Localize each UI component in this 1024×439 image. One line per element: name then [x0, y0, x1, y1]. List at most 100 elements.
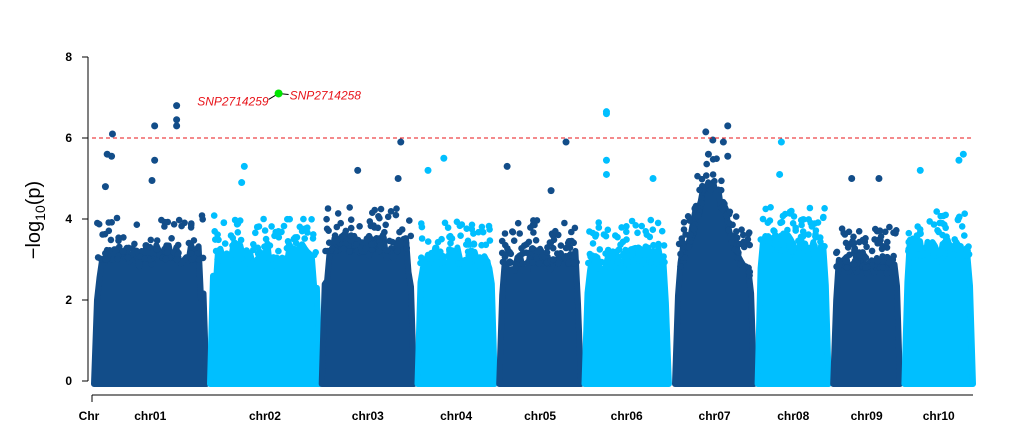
- data-point: [725, 226, 732, 234]
- data-point: [778, 247, 785, 254]
- data-point: [236, 217, 244, 224]
- top-data-point: [397, 138, 405, 146]
- data-point: [356, 223, 363, 230]
- data-point: [227, 232, 235, 239]
- top-data-point: [173, 102, 181, 110]
- data-point: [726, 219, 733, 227]
- data-point: [174, 251, 181, 258]
- data-point: [288, 254, 295, 261]
- data-point: [237, 236, 245, 244]
- data-point: [215, 236, 222, 244]
- data-point: [786, 208, 794, 216]
- data-point: [424, 238, 432, 245]
- data-point: [734, 254, 741, 261]
- data-point: [231, 239, 238, 246]
- data-point: [798, 221, 805, 229]
- data-point: [347, 224, 355, 232]
- data-point: [711, 177, 718, 185]
- data-point: [600, 231, 608, 238]
- data-point: [686, 231, 694, 239]
- data-point: [879, 243, 887, 250]
- data-point: [393, 205, 400, 212]
- data-point: [765, 239, 773, 246]
- data-point: [647, 216, 655, 224]
- data-point: [941, 250, 949, 257]
- data-point: [619, 238, 627, 246]
- data-point: [419, 259, 427, 267]
- data-point: [592, 233, 599, 240]
- data-point: [509, 228, 517, 236]
- data-point: [384, 213, 392, 221]
- chromosome-label: chr04: [440, 409, 472, 423]
- data-point: [557, 242, 565, 249]
- data-point: [840, 229, 847, 237]
- data-point: [856, 252, 863, 259]
- data-point: [863, 243, 870, 251]
- data-point: [233, 256, 240, 263]
- data-point: [501, 230, 509, 237]
- data-point: [833, 263, 840, 270]
- chromosome-label: chr02: [249, 409, 281, 423]
- dense-point-cloud: [496, 245, 584, 387]
- data-point: [805, 231, 812, 238]
- data-point: [190, 237, 198, 244]
- chromosome-chr10: [901, 208, 976, 387]
- chromosome-chr09: [830, 223, 903, 387]
- data-point: [833, 248, 841, 256]
- snp-label: SNP2714259: [197, 94, 269, 108]
- data-point: [650, 241, 657, 249]
- top-data-point: [173, 122, 181, 130]
- data-point: [767, 204, 774, 211]
- data-point: [571, 224, 579, 232]
- data-point: [402, 235, 409, 242]
- top-data-point: [649, 175, 657, 182]
- y-tick-label: 6: [65, 131, 72, 145]
- data-point: [220, 219, 228, 226]
- y-tick-label: 8: [65, 50, 72, 64]
- data-point: [681, 254, 689, 261]
- data-point: [464, 248, 472, 255]
- data-point: [141, 255, 148, 262]
- data-point: [125, 244, 133, 252]
- data-point: [596, 246, 604, 253]
- data-point: [280, 222, 288, 230]
- top-data-point: [702, 128, 710, 136]
- data-point: [940, 212, 947, 220]
- data-point: [340, 245, 348, 253]
- data-point: [346, 204, 354, 211]
- data-point: [322, 247, 329, 255]
- data-point: [309, 235, 317, 242]
- data-point: [943, 235, 950, 243]
- data-point: [771, 228, 778, 235]
- data-point: [965, 251, 973, 258]
- data-point: [519, 260, 526, 267]
- data-point: [762, 233, 769, 240]
- data-point: [261, 227, 269, 234]
- data-point: [325, 227, 332, 234]
- data-point: [444, 224, 452, 231]
- data-point: [913, 251, 921, 258]
- data-point: [260, 215, 267, 223]
- data-point: [738, 226, 745, 233]
- data-point: [746, 268, 754, 276]
- data-point: [862, 264, 869, 271]
- data-point: [444, 259, 452, 267]
- dense-point-cloud: [207, 240, 323, 387]
- data-point: [403, 244, 411, 252]
- data-point: [614, 258, 621, 266]
- data-point: [746, 241, 753, 249]
- data-point: [555, 260, 562, 267]
- data-point: [528, 245, 536, 252]
- data-point: [278, 228, 285, 236]
- data-point: [105, 219, 112, 226]
- data-point: [815, 247, 823, 255]
- data-point: [234, 229, 242, 236]
- data-point: [543, 249, 551, 256]
- data-point: [732, 213, 740, 220]
- data-point: [850, 261, 858, 268]
- data-point: [612, 232, 619, 239]
- data-point: [956, 246, 963, 254]
- top-data-point: [101, 183, 109, 191]
- data-point: [116, 243, 123, 251]
- data-point: [536, 260, 543, 267]
